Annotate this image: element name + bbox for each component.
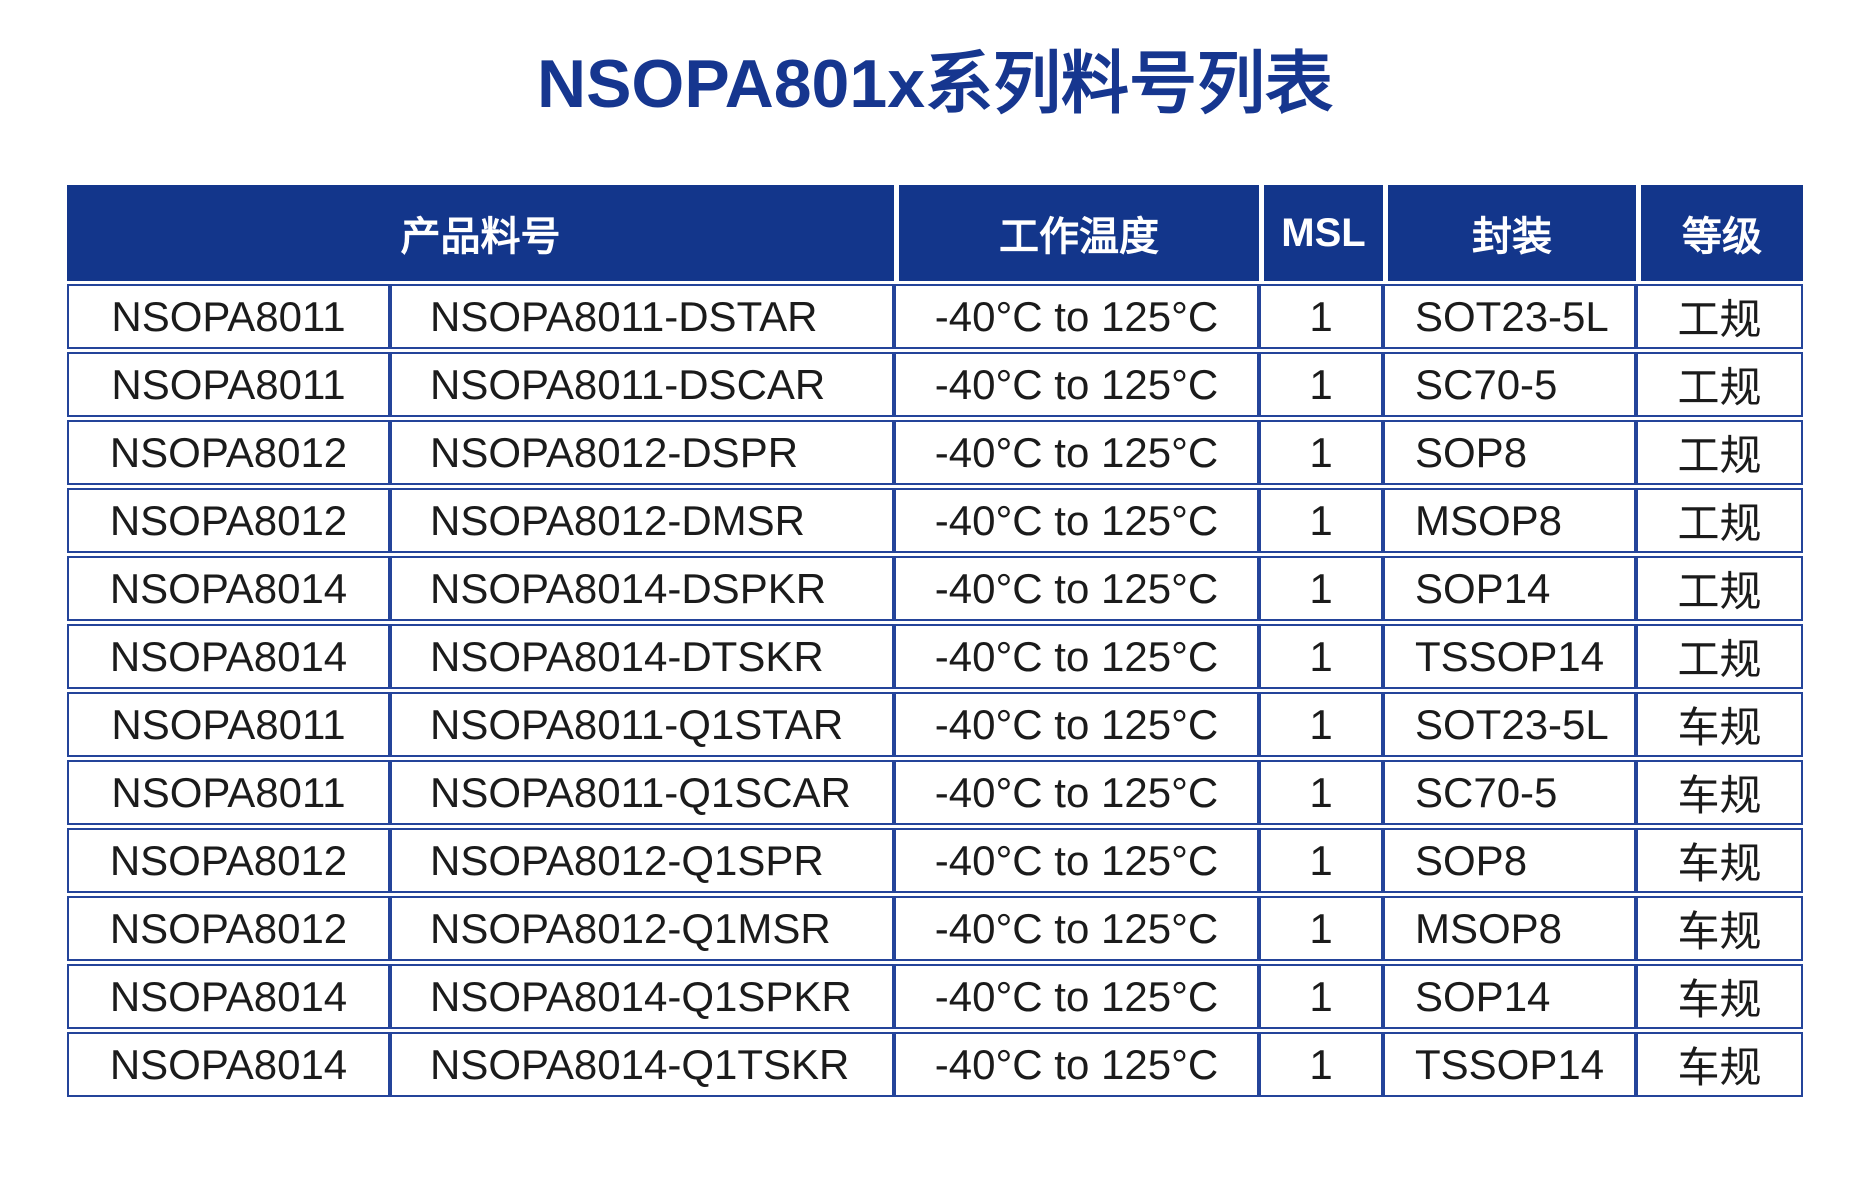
cell-package: SC70-5 <box>1383 760 1636 825</box>
table-row: NSOPA8011 NSOPA8011-DSTAR -40°C to 125°C… <box>67 284 1803 349</box>
cell-part-number: NSOPA8012-DMSR <box>390 488 894 553</box>
cell-temp-range: -40°C to 125°C <box>894 352 1259 417</box>
header-msl: MSL <box>1259 185 1383 281</box>
header-product: 产品料号 <box>67 185 894 281</box>
cell-series: NSOPA8014 <box>67 556 390 621</box>
cell-package: SOP14 <box>1383 556 1636 621</box>
cell-temp-range: -40°C to 125°C <box>894 1032 1259 1097</box>
header-package: 封装 <box>1383 185 1636 281</box>
cell-package: SOT23-5L <box>1383 284 1636 349</box>
cell-package: MSOP8 <box>1383 488 1636 553</box>
cell-part-number: NSOPA8012-Q1SPR <box>390 828 894 893</box>
cell-temp-range: -40°C to 125°C <box>894 828 1259 893</box>
cell-temp-range: -40°C to 125°C <box>894 896 1259 961</box>
table-row: NSOPA8011 NSOPA8011-Q1STAR -40°C to 125°… <box>67 692 1803 757</box>
cell-temp-range: -40°C to 125°C <box>894 692 1259 757</box>
cell-grade: 工规 <box>1636 420 1803 485</box>
cell-package: SOP8 <box>1383 420 1636 485</box>
cell-package: MSOP8 <box>1383 896 1636 961</box>
cell-series: NSOPA8011 <box>67 760 390 825</box>
cell-series: NSOPA8012 <box>67 488 390 553</box>
cell-msl: 1 <box>1259 1032 1383 1097</box>
table-row: NSOPA8011 NSOPA8011-Q1SCAR -40°C to 125°… <box>67 760 1803 825</box>
cell-grade: 工规 <box>1636 488 1803 553</box>
cell-package: TSSOP14 <box>1383 624 1636 689</box>
cell-part-number: NSOPA8014-DTSKR <box>390 624 894 689</box>
page-title: NSOPA801x系列料号列表 <box>536 46 1334 122</box>
table-row: NSOPA8014 NSOPA8014-Q1TSKR -40°C to 125°… <box>67 1032 1803 1097</box>
cell-temp-range: -40°C to 125°C <box>894 964 1259 1029</box>
cell-series: NSOPA8014 <box>67 1032 390 1097</box>
cell-msl: 1 <box>1259 420 1383 485</box>
cell-package: SOP8 <box>1383 828 1636 893</box>
cell-part-number: NSOPA8014-Q1SPKR <box>390 964 894 1029</box>
table-row: NSOPA8012 NSOPA8012-Q1SPR -40°C to 125°C… <box>67 828 1803 893</box>
cell-package: SOT23-5L <box>1383 692 1636 757</box>
table-row: NSOPA8012 NSOPA8012-DMSR -40°C to 125°C … <box>67 488 1803 553</box>
cell-temp-range: -40°C to 125°C <box>894 624 1259 689</box>
cell-series: NSOPA8014 <box>67 964 390 1029</box>
cell-temp-range: -40°C to 125°C <box>894 760 1259 825</box>
table-row: NSOPA8012 NSOPA8012-Q1MSR -40°C to 125°C… <box>67 896 1803 961</box>
cell-grade: 工规 <box>1636 556 1803 621</box>
cell-msl: 1 <box>1259 692 1383 757</box>
table-row: NSOPA8012 NSOPA8012-DSPR -40°C to 125°C … <box>67 420 1803 485</box>
cell-series: NSOPA8012 <box>67 828 390 893</box>
table-row: NSOPA8011 NSOPA8011-DSCAR -40°C to 125°C… <box>67 352 1803 417</box>
cell-msl: 1 <box>1259 624 1383 689</box>
cell-series: NSOPA8014 <box>67 624 390 689</box>
cell-package: SOP14 <box>1383 964 1636 1029</box>
cell-package: SC70-5 <box>1383 352 1636 417</box>
cell-part-number: NSOPA8011-Q1STAR <box>390 692 894 757</box>
cell-grade: 车规 <box>1636 760 1803 825</box>
cell-series: NSOPA8011 <box>67 692 390 757</box>
cell-part-number: NSOPA8011-DSCAR <box>390 352 894 417</box>
cell-grade: 车规 <box>1636 896 1803 961</box>
cell-grade: 车规 <box>1636 828 1803 893</box>
table-body: NSOPA8011 NSOPA8011-DSTAR -40°C to 125°C… <box>67 284 1803 1097</box>
cell-grade: 车规 <box>1636 1032 1803 1097</box>
cell-grade: 车规 <box>1636 692 1803 757</box>
cell-msl: 1 <box>1259 488 1383 553</box>
cell-series: NSOPA8012 <box>67 896 390 961</box>
header-grade: 等级 <box>1636 185 1803 281</box>
cell-msl: 1 <box>1259 896 1383 961</box>
header-temp: 工作温度 <box>894 185 1259 281</box>
cell-grade: 工规 <box>1636 624 1803 689</box>
cell-part-number: NSOPA8012-Q1MSR <box>390 896 894 961</box>
cell-temp-range: -40°C to 125°C <box>894 556 1259 621</box>
cell-part-number: NSOPA8012-DSPR <box>390 420 894 485</box>
cell-temp-range: -40°C to 125°C <box>894 420 1259 485</box>
cell-part-number: NSOPA8011-DSTAR <box>390 284 894 349</box>
table-header: 产品料号 工作温度 MSL 封装 等级 <box>67 185 1803 281</box>
table-row: NSOPA8014 NSOPA8014-Q1SPKR -40°C to 125°… <box>67 964 1803 1029</box>
table-row: NSOPA8014 NSOPA8014-DTSKR -40°C to 125°C… <box>67 624 1803 689</box>
cell-part-number: NSOPA8011-Q1SCAR <box>390 760 894 825</box>
cell-series: NSOPA8011 <box>67 284 390 349</box>
header-row: 产品料号 工作温度 MSL 封装 等级 <box>67 185 1803 281</box>
cell-msl: 1 <box>1259 828 1383 893</box>
cell-grade: 工规 <box>1636 352 1803 417</box>
cell-package: TSSOP14 <box>1383 1032 1636 1097</box>
cell-grade: 车规 <box>1636 964 1803 1029</box>
cell-msl: 1 <box>1259 284 1383 349</box>
cell-temp-range: -40°C to 125°C <box>894 488 1259 553</box>
cell-series: NSOPA8012 <box>67 420 390 485</box>
table-row: NSOPA8014 NSOPA8014-DSPKR -40°C to 125°C… <box>67 556 1803 621</box>
cell-msl: 1 <box>1259 760 1383 825</box>
cell-grade: 工规 <box>1636 284 1803 349</box>
cell-msl: 1 <box>1259 352 1383 417</box>
cell-series: NSOPA8011 <box>67 352 390 417</box>
cell-msl: 1 <box>1259 556 1383 621</box>
cell-msl: 1 <box>1259 964 1383 1029</box>
parts-table: 产品料号 工作温度 MSL 封装 等级 NSOPA8011 NSOPA8011-… <box>67 182 1803 1100</box>
cell-part-number: NSOPA8014-Q1TSKR <box>390 1032 894 1097</box>
cell-temp-range: -40°C to 125°C <box>894 284 1259 349</box>
cell-part-number: NSOPA8014-DSPKR <box>390 556 894 621</box>
